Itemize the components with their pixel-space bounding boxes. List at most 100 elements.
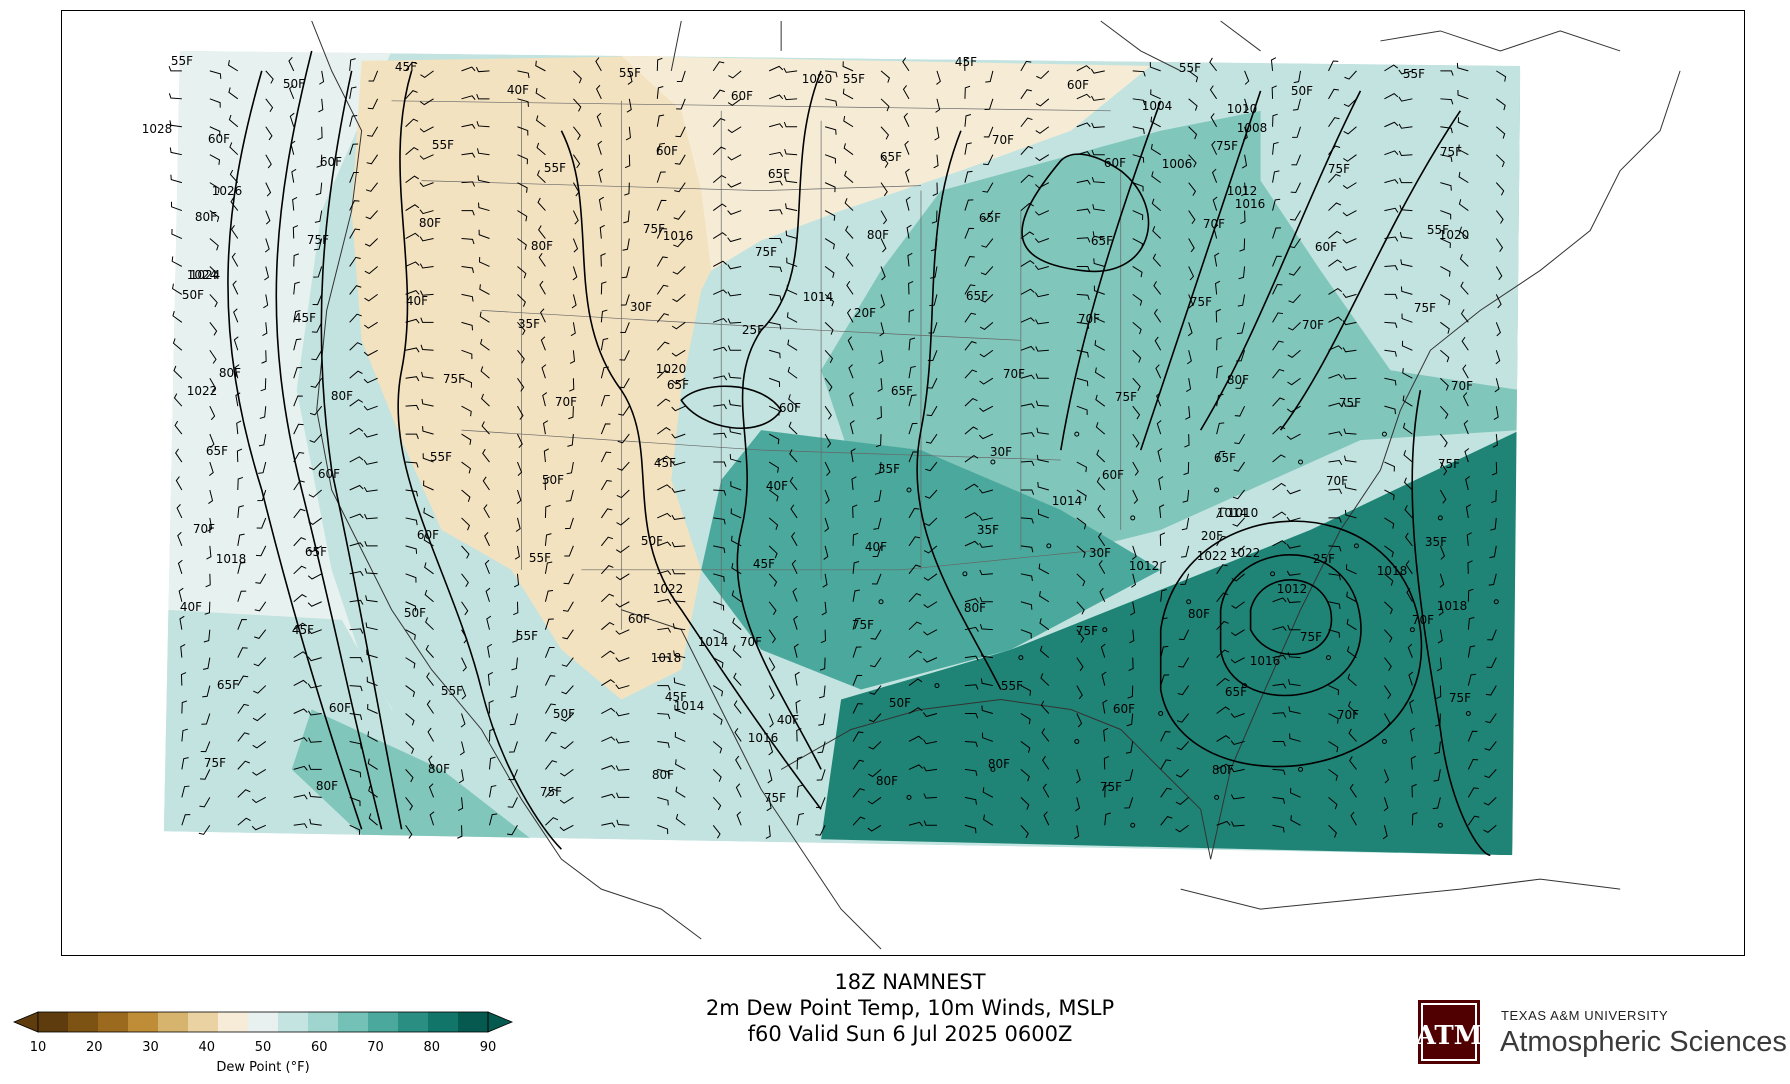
wind-barb (1328, 517, 1342, 523)
dewpoint-label: 60F (1314, 240, 1338, 254)
wind-barb (981, 210, 994, 221)
wind-barb (844, 170, 854, 184)
wind-barb (1214, 252, 1220, 267)
wind-barb (657, 685, 671, 691)
wind-barb (979, 542, 993, 548)
wind-barb (405, 517, 418, 526)
wind-barb (307, 601, 322, 607)
wind-barb (405, 685, 416, 697)
calm-wind-marker (1214, 487, 1220, 493)
dewpoint-label: 55F (1426, 223, 1450, 237)
wind-barb (1384, 405, 1396, 415)
wind-barb (368, 785, 378, 798)
dewpoint-label: 65F (216, 678, 240, 692)
wind-barb (478, 229, 490, 239)
wind-barb (405, 147, 419, 156)
wind-barb (1184, 434, 1190, 448)
wind-barb (419, 236, 434, 242)
dewpoint-label: 80F (875, 774, 899, 788)
dewpoint-label: 40F (776, 713, 800, 727)
dewpoint-label: 30F (1088, 546, 1112, 560)
wind-barb (1234, 405, 1246, 417)
isobar-label: 1026 (211, 184, 243, 198)
wind-barb (422, 426, 434, 435)
wind-barb (237, 675, 249, 686)
wind-barb (367, 731, 378, 742)
wind-barb (560, 713, 574, 722)
wind-barb (174, 420, 183, 435)
wind-barb (293, 737, 308, 742)
wind-barb (983, 126, 994, 138)
wind-barb (1233, 461, 1246, 472)
wind-barb (980, 651, 993, 659)
wind-barb (712, 117, 726, 128)
wind-barb (364, 321, 378, 329)
wind-barb (1186, 350, 1192, 365)
wind-barb (209, 322, 218, 336)
wind-barb (730, 535, 742, 547)
wind-barb (672, 596, 686, 603)
wind-barb (1289, 733, 1301, 742)
wind-barb (1178, 629, 1190, 641)
wind-barb (852, 816, 866, 826)
wind-barb (964, 598, 979, 603)
wind-barb (1074, 825, 1080, 840)
wind-barb (1020, 202, 1034, 211)
wind-barb (964, 824, 977, 834)
wind-barb (265, 70, 274, 84)
isobar-label: 1022 (1196, 549, 1228, 563)
dewpoint-label: 70F (1336, 708, 1360, 722)
wind-barb (815, 797, 826, 809)
wind-barb (458, 769, 464, 784)
wind-barb (1132, 433, 1140, 448)
wind-barb (1328, 345, 1343, 351)
wind-barb (572, 210, 579, 225)
calm-wind-marker (906, 487, 912, 493)
wind-barb (544, 476, 550, 491)
wind-barb (1132, 238, 1143, 249)
wind-barb (880, 238, 887, 253)
dewpoint-label: 80F (866, 228, 890, 242)
wind-barb (1150, 116, 1161, 128)
wind-barb (599, 224, 605, 239)
wind-barb (1153, 281, 1162, 295)
wind-barb (1401, 340, 1413, 351)
wind-barb (203, 629, 211, 643)
wind-barb (728, 372, 742, 379)
wind-barb (1272, 796, 1286, 804)
wind-barb (209, 154, 221, 165)
wind-barb (420, 344, 434, 351)
wind-barb (260, 378, 267, 392)
wind-barb (1152, 253, 1162, 267)
wind-barb (1095, 422, 1106, 435)
isobar-label: 1012 (1128, 559, 1160, 573)
dewpoint-label: 75F (1338, 396, 1362, 410)
wind-barb (902, 57, 910, 72)
wind-barb (461, 573, 469, 588)
wind-barb (926, 405, 938, 417)
colorbar-swatch (38, 1012, 69, 1032)
wind-barb (1402, 368, 1413, 379)
wind-barb (429, 811, 435, 826)
wind-barb (598, 168, 604, 183)
dewpoint-label: 60F (730, 89, 754, 103)
wind-barb (931, 210, 938, 224)
wind-barb (783, 94, 798, 101)
wind-barb (237, 476, 244, 491)
dewpoint-label: 50F (403, 606, 427, 620)
wind-barb (656, 199, 667, 211)
wind-barb (1467, 758, 1479, 770)
wind-barb (1384, 601, 1393, 615)
wind-barb (461, 152, 476, 158)
wind-barb (1091, 95, 1105, 101)
wind-barb (476, 93, 490, 100)
wind-barb (349, 685, 363, 692)
wind-barb (1495, 98, 1506, 111)
wind-barb (598, 196, 605, 211)
wind-barb (1020, 345, 1035, 351)
wind-barb (1128, 657, 1134, 672)
wind-barb (517, 322, 526, 336)
wind-barb (517, 182, 528, 193)
wind-barb (1398, 150, 1413, 157)
wind-barb (964, 655, 979, 661)
